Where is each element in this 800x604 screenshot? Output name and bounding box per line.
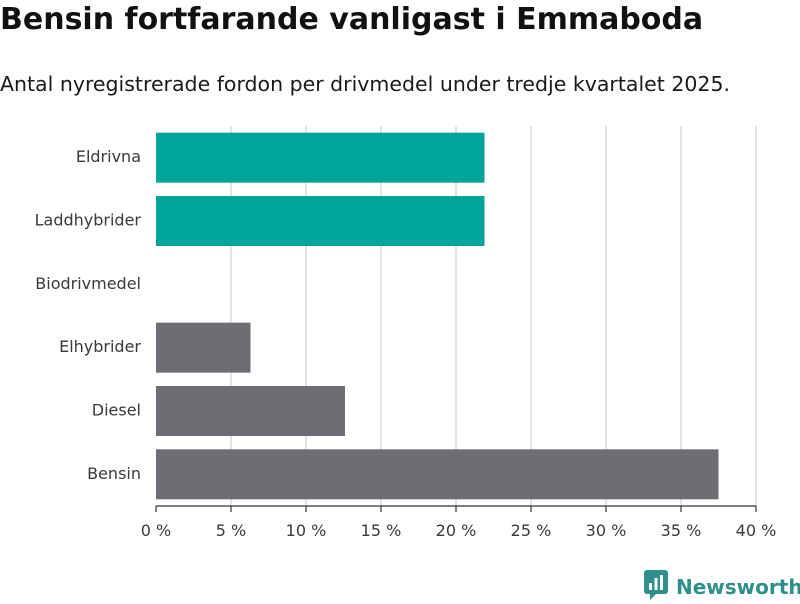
category-label: Eldrivna [76,147,141,166]
newsworthy-logo: Newsworthy [644,570,800,604]
category-label: Bensin [87,464,141,483]
gridlines [230,126,757,506]
x-axis: 0 % 5 % 10 % 15 % 20 % 25 % 30 % 35 % 40 % [141,505,777,540]
newsworthy-chart-icon [644,570,670,604]
brand-name: Newsworthy [676,575,800,599]
x-tick-label: 25 % [511,521,552,540]
x-tick-label: 10 % [286,521,327,540]
x-tick-label: 30 % [586,521,627,540]
x-tick-label: 35 % [661,521,702,540]
chart-title: Bensin fortfarande vanligast i Emmaboda [0,2,704,37]
x-tick-label: 5 % [216,521,246,540]
bar-bensin [156,449,719,500]
category-labels: Eldrivna Laddhybrider Biodrivmedel Elhybrid… [35,147,142,483]
x-tick-label: 0 % [141,521,171,540]
category-label: Laddhybrider [35,211,142,230]
x-tick-label: 20 % [436,521,477,540]
bar-elhybrider [156,322,251,373]
chart-subtitle: Antal nyregistrerade fordon per drivmede… [0,72,731,96]
x-tick-label: 15 % [361,521,402,540]
bar-diesel [156,386,345,436]
bars [156,132,719,500]
category-label: Diesel [92,401,141,420]
category-label: Biodrivmedel [35,274,141,293]
category-label: Elhybrider [59,337,141,356]
bar-eldrivna [156,132,485,183]
bar-laddhybrider [156,196,485,246]
x-tick-label: 40 % [736,521,777,540]
